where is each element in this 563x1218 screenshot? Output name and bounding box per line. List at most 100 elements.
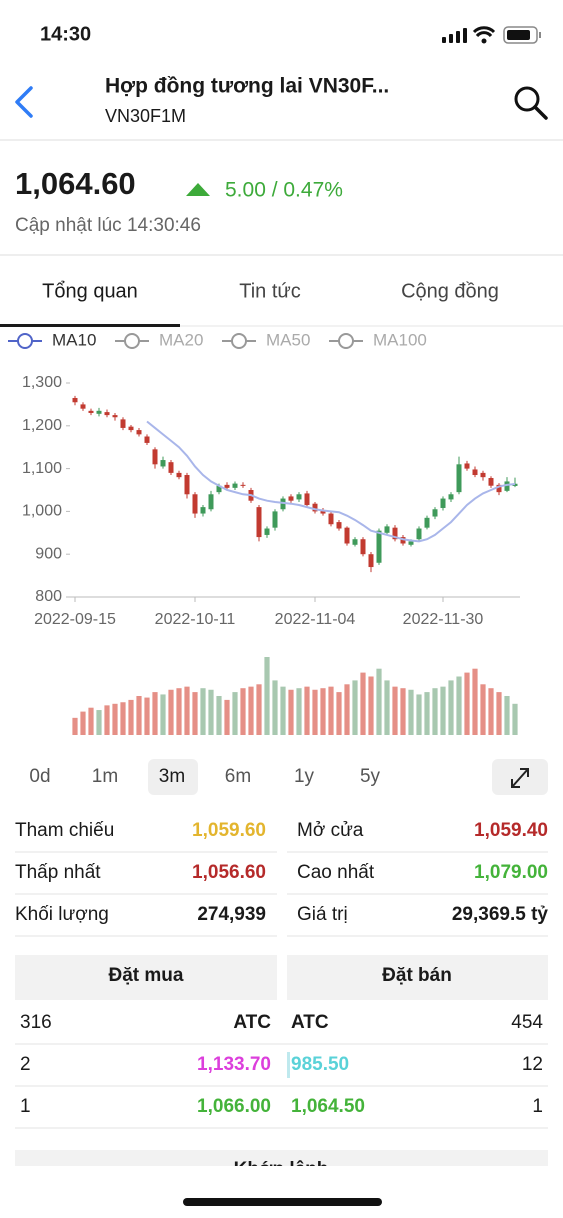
tab[interactable]: Cộng đồng — [401, 280, 499, 302]
candle-body — [384, 526, 390, 533]
volume-bar — [72, 717, 78, 735]
candle-body — [424, 517, 430, 528]
volume-bar — [496, 692, 502, 735]
bottom-mask — [0, 1166, 563, 1218]
stat-value: 1,056.60 — [192, 862, 266, 883]
candle-body — [336, 522, 342, 529]
volume-bar — [216, 696, 222, 735]
volume-bar — [264, 657, 270, 735]
volume-bar — [448, 680, 454, 735]
candle-body — [272, 511, 278, 528]
candle-body — [144, 436, 150, 443]
back-button[interactable] — [15, 86, 33, 118]
legend-marker — [231, 333, 247, 349]
volume-bar — [136, 696, 142, 735]
x-tick-label: 2022-10-11 — [155, 611, 236, 628]
candle-body — [472, 469, 478, 476]
stat-label: Giá trị — [297, 904, 348, 925]
tab[interactable]: Tổng quan — [42, 280, 138, 302]
y-tick-label: 800 — [35, 588, 62, 605]
order-header-bg — [287, 955, 548, 1000]
candle-body — [432, 509, 438, 517]
order-cell: 1,064.50 — [291, 1096, 365, 1117]
candle-body — [376, 530, 382, 563]
order-cell: 1 — [20, 1096, 31, 1117]
volume-bar — [464, 672, 470, 735]
volume-bar — [104, 705, 110, 735]
expand-button[interactable] — [492, 759, 548, 795]
candle-body — [464, 463, 470, 469]
period-button[interactable]: 5y — [360, 766, 381, 787]
volume-bar — [272, 680, 278, 735]
price-change: 5.00 / 0.47% — [225, 179, 343, 202]
candle-body — [304, 493, 310, 505]
candle-body — [288, 496, 294, 501]
volume-bar — [424, 692, 430, 735]
search-button[interactable] — [514, 86, 548, 120]
stat-label: Thấp nhất — [15, 862, 101, 883]
order-cell: ATC — [291, 1012, 329, 1033]
volume-bar — [392, 686, 398, 735]
x-tick-label: 2022-11-04 — [275, 611, 356, 628]
volume-bar — [384, 680, 390, 735]
volume-bar — [504, 696, 510, 735]
order-header-bg — [15, 955, 277, 1000]
stat-dividers — [15, 851, 548, 937]
candle-body — [352, 539, 358, 545]
legend-marker — [17, 333, 33, 349]
candle-body — [120, 419, 126, 428]
order-cell: 316 — [20, 1012, 52, 1033]
stat-label: Cao nhất — [297, 862, 375, 883]
volume-bar — [168, 689, 174, 735]
candle-body — [504, 481, 510, 491]
up-arrow — [186, 183, 210, 196]
status-icons — [442, 26, 541, 44]
candle-body — [480, 472, 486, 478]
stat-label: Mở cửa — [297, 820, 364, 841]
volume-bar — [296, 688, 302, 735]
candle-body — [104, 412, 110, 416]
period-button[interactable]: 3m — [159, 766, 185, 787]
period-button[interactable]: 6m — [225, 766, 251, 787]
period-button[interactable]: 1m — [92, 766, 118, 787]
legend-label: MA100 — [373, 330, 427, 349]
candle-body — [192, 494, 198, 514]
candle-body — [296, 494, 302, 500]
candle-body — [440, 498, 446, 508]
legend-marker — [124, 333, 140, 349]
volume-bar — [224, 699, 230, 735]
ma10-line — [146, 420, 516, 543]
volume-bar — [280, 686, 286, 735]
candle-body — [256, 507, 262, 538]
order-cell: 985.50 — [291, 1054, 349, 1075]
y-tick-label: 1,000 — [22, 503, 62, 520]
legend-label: MA20 — [159, 330, 203, 349]
candle-body — [496, 484, 502, 493]
status-time: 14:30 — [40, 23, 91, 45]
stat-value: 274,939 — [197, 904, 266, 925]
candle-body — [416, 528, 422, 540]
period-button[interactable]: 1y — [294, 766, 315, 787]
volume-bar — [128, 699, 134, 735]
stat-value: 1,059.40 — [474, 820, 548, 841]
volume-bar — [256, 684, 262, 735]
volume-bar — [312, 689, 318, 735]
candle-body — [400, 537, 406, 544]
volume-bar — [368, 676, 374, 735]
legend-marker — [338, 333, 354, 349]
candle-body — [208, 494, 214, 510]
next-section-bg — [15, 1150, 548, 1166]
period-button[interactable]: 0d — [29, 766, 50, 787]
stat-label: Khối lượng — [15, 904, 109, 925]
tab[interactable]: Tin tức — [239, 280, 301, 302]
stat-value: 1,079.00 — [474, 862, 548, 883]
price: 1,064.60 — [15, 166, 136, 201]
volume-bar — [480, 684, 486, 735]
volume-bar — [240, 688, 246, 735]
y-tick-label: 900 — [35, 545, 62, 562]
header-subtitle: VN30F1M — [105, 106, 186, 126]
volume-bar — [80, 711, 86, 735]
order-bar — [287, 1052, 290, 1078]
stat-value: 1,059.60 — [192, 820, 266, 841]
